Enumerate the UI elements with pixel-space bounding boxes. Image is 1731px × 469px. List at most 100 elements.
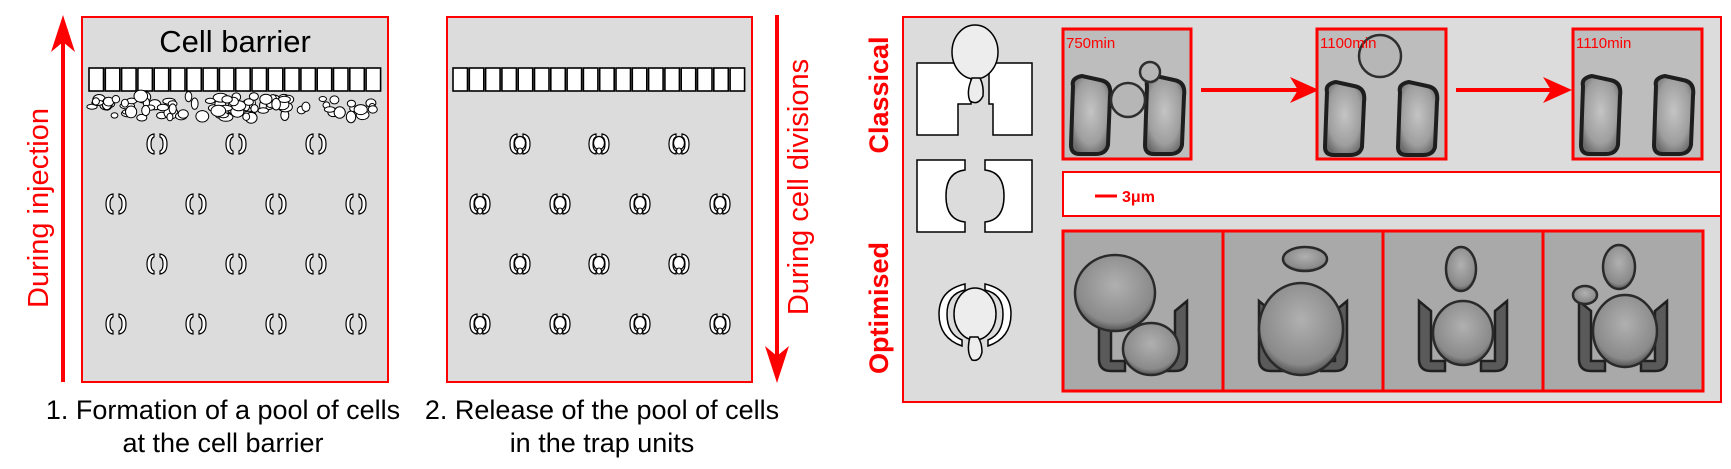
pooled-cell [323,106,336,113]
intermediate-trap-left-post [916,159,966,233]
time-arrow [1201,77,1319,103]
trapped-cell-bud [636,327,644,335]
schematic-cell [953,287,997,341]
barrier-pillar [598,67,616,92]
yeast-cell [1591,293,1659,369]
barrier-pillar [696,67,713,92]
trap-post [1578,73,1623,156]
cell-barrier-label: Cell barrier [159,24,311,59]
injection-arrow-head [51,15,75,52]
trap-post [159,133,168,155]
optimised-micrograph [1061,229,1225,393]
trapped-cell-bud [675,267,683,275]
trap-unit [345,193,367,215]
barrier-pillar [729,67,746,92]
pooled-cell [271,97,281,111]
trapped-cell-bud [595,147,603,155]
trap-post [482,313,491,335]
pooled-cell [333,106,346,119]
schematic-cell-bud [967,336,983,362]
caption-1-line-1: 1. Formation of a pool of cells [46,395,400,425]
trap-unit-with-cell [588,253,610,275]
trap-post [629,193,638,215]
micrograph-1110min: 1110min [1571,27,1704,161]
trap-arm [1577,298,1607,373]
cell-barrier [452,67,746,92]
trap-post [118,313,127,335]
pooled-cell [190,97,199,110]
trapped-cell-bud [516,267,524,275]
barrier-pillar [153,67,170,92]
trap-post [549,313,558,335]
pooled-cell [210,104,227,117]
yeast-cell [1257,281,1345,377]
intermediate-trap-right-post [984,159,1033,233]
trap-arm [1479,298,1509,373]
micrograph-1100min: 1100min [1315,27,1448,161]
trap-post [278,313,287,335]
trap-post [198,193,207,215]
cell-barrier [88,67,382,92]
pooled-cell [367,105,378,114]
trap-unit-with-cell [629,193,651,215]
barrier-pillar [202,67,219,92]
barrier-pillar [468,67,485,92]
barrier-pillar [631,67,648,92]
trap-post [522,133,531,155]
trapped-cell-bud [595,267,603,275]
optimised-trap-schematic [938,283,1012,362]
trap-post [185,193,194,215]
barrier-pillar [218,67,235,92]
barrier-pillar [348,67,366,92]
trapped-cell-bud [556,207,564,215]
trap-post [146,253,155,275]
trapped-cell-bud [716,207,724,215]
intermediate-trap-schematic [916,159,1033,233]
trap-unit-with-cell [588,133,610,155]
pooled-cell [133,89,149,103]
barrier-pillar [300,67,317,92]
optimised-trap-left-arm [938,283,966,348]
barrier-pillar [88,67,105,92]
schematic-cell-mother [951,24,999,80]
trap-unit [185,193,207,215]
barrier-pillar [484,67,501,92]
trap-unit [265,193,287,215]
trap-post [709,313,718,335]
optimised-label: Optimised [864,242,894,374]
caption-2-line-1: 2. Release of the pool of cells [425,395,779,425]
trap-post [469,193,478,215]
trap-post [681,253,690,275]
pooled-cell [168,103,177,115]
division-arrow-label: During cell divisions [783,59,815,315]
trap-post [588,133,597,155]
trap-unit [105,313,127,335]
trap-post [118,193,127,215]
optimised-time-series [1061,229,1705,393]
barrier-pillar [549,67,567,92]
trap-arm [1639,298,1669,373]
trap-unit [305,253,327,275]
trap-post [345,193,354,215]
panel-trap-comparison: Classical Optimised [864,16,1722,403]
time-label-1100min: 1100min [1320,35,1376,52]
pooled-cell [120,98,129,108]
pooled-cell [156,103,169,112]
division-arrow-head [765,346,789,383]
pooled-cell [243,98,254,106]
time-label-750min: 750min [1066,35,1115,52]
barrier-pillar [104,67,121,92]
barrier-pillar [647,67,664,92]
trap-post [358,193,367,215]
barrier-pillar [566,67,583,92]
pooled-cell [204,97,216,105]
classical-trap-right-post [988,62,1033,136]
yeast-cell [1281,245,1329,273]
pooled-cell [248,92,259,101]
trap-unit-with-cell [709,193,731,215]
caption-2-line-2: in the trap units [510,428,695,458]
trap-grid-with-cells [469,133,731,335]
trap-post [509,133,518,155]
time-arrow [1456,77,1572,103]
trap-post [601,133,610,155]
